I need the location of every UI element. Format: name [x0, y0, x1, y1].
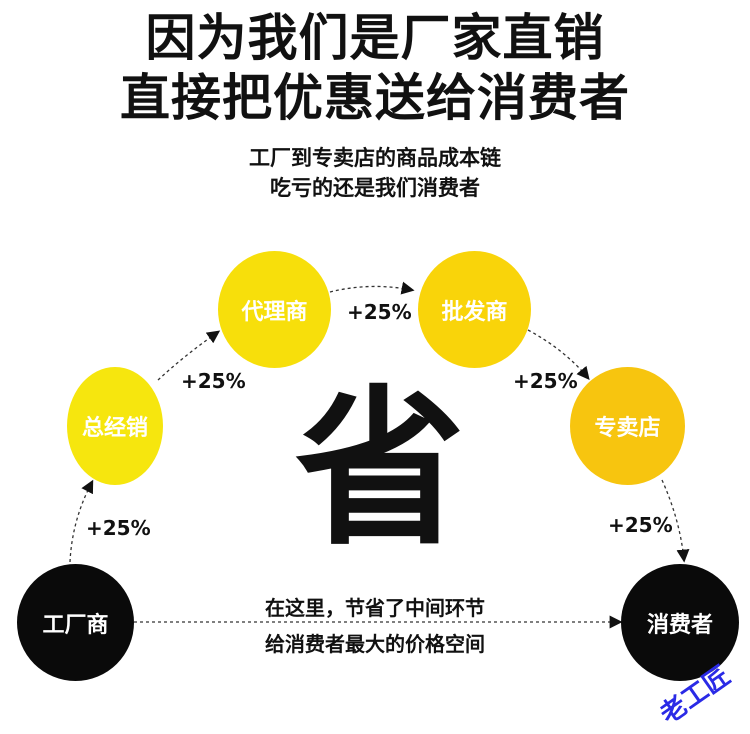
- markup-label: +25%: [86, 516, 151, 540]
- node-label: 代理商: [241, 299, 308, 325]
- note-line-1: 在这里，节省了中间环节: [265, 596, 485, 620]
- node-agent: 代理商: [218, 251, 331, 368]
- node-label: 工厂商: [42, 612, 109, 638]
- save-character: 省: [295, 371, 466, 569]
- headline-line-1: 因为我们是厂家直销: [145, 9, 605, 67]
- markup-label: +25%: [347, 300, 412, 324]
- node-general-distributor: 总经销: [67, 367, 163, 485]
- markup-label: +25%: [513, 369, 578, 393]
- node-consumer: 消费者: [621, 564, 739, 681]
- note-line-2: 给消费者最大的价格空间: [265, 632, 485, 656]
- markup-label: +25%: [181, 369, 246, 393]
- headline-line-2: 直接把优惠送给消费者: [120, 69, 630, 127]
- arrow-store-to-consumer: [661, 479, 690, 563]
- node-label: 总经销: [81, 416, 148, 441]
- node-label: 消费者: [646, 612, 713, 638]
- node-label: 专卖店: [594, 416, 661, 441]
- arrow-factory-to-distributor: [69, 479, 94, 563]
- node-store: 专卖店: [570, 367, 685, 485]
- arrow-wholesaler-to-store: [527, 329, 590, 381]
- markup-label: +25%: [608, 513, 673, 537]
- arrow-distributor-to-agent: [157, 330, 221, 381]
- node-label: 批发商: [441, 299, 508, 325]
- subheadline-line-2: 吃亏的还是我们消费者: [270, 176, 480, 200]
- node-wholesaler: 批发商: [418, 251, 531, 368]
- node-factory: 工厂商: [17, 564, 134, 681]
- subheadline-line-1: 工厂到专卖店的商品成本链: [249, 146, 501, 170]
- arrow-agent-to-wholesaler: [329, 281, 415, 295]
